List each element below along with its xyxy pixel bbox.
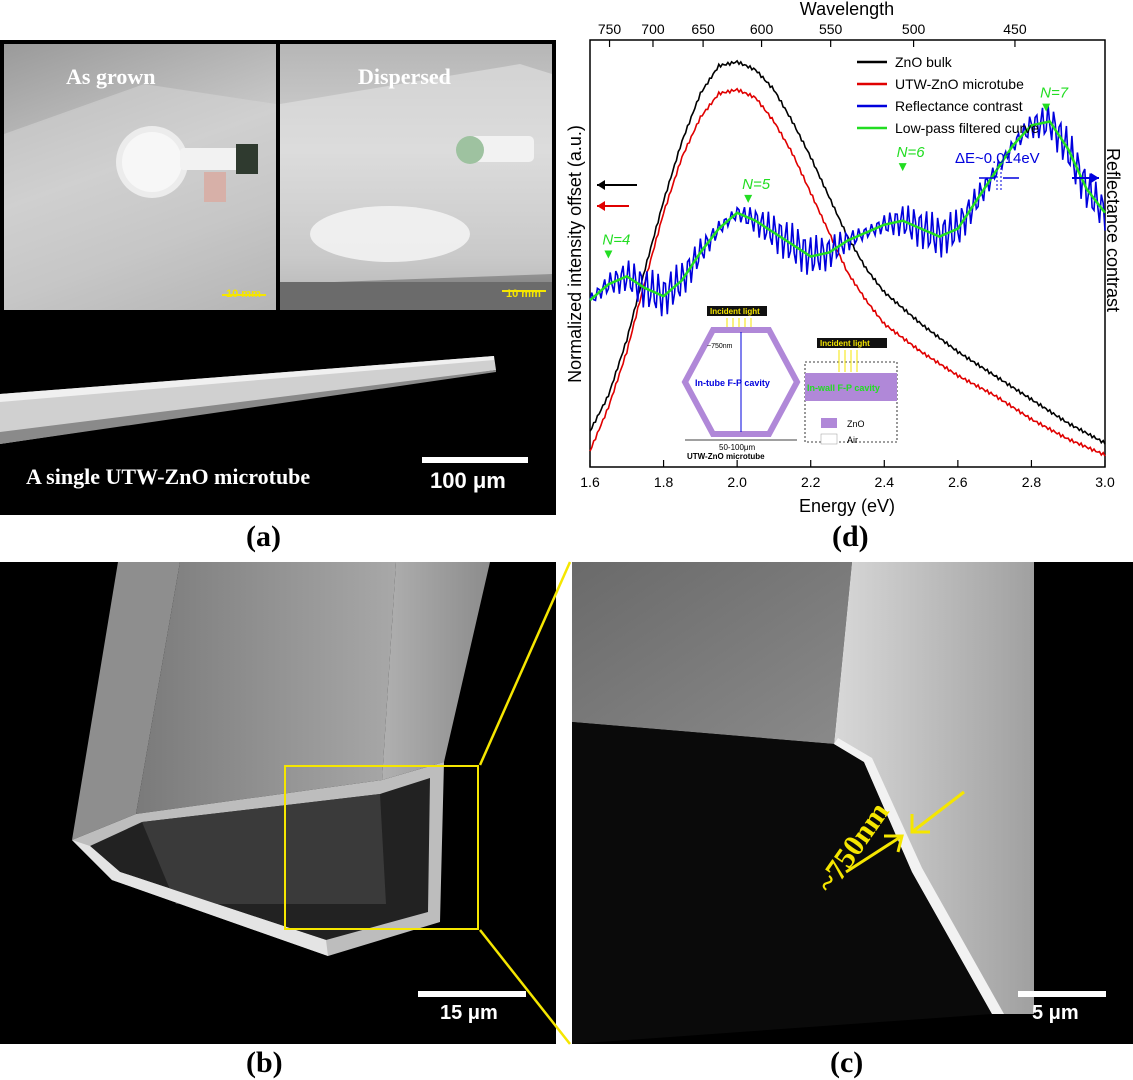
axis-ticks: 1.6 1.8 2.0 2.2 2.4 2.6 2.8 3.0 750 700 650 600 550 5… — [580, 21, 1115, 490]
delta-e-label: ΔE~0.014eV — [955, 150, 1040, 167]
inset-name: UTW-ZnO microtube — [687, 452, 765, 461]
photo-dispersed: Dispersed 10 mm — [280, 44, 552, 310]
x-tick-label: 3.0 — [1095, 474, 1115, 490]
zoom-connector — [478, 561, 572, 1045]
legend-microtube: UTW-ZnO microtube — [895, 76, 1024, 92]
inset-incident-light-2: Incident light — [820, 339, 870, 348]
photo-as-grown-drawing — [4, 84, 276, 310]
inset-wall-slab — [805, 373, 897, 401]
delta-e-marker — [979, 168, 1019, 192]
x-tick-label: 1.6 — [580, 474, 600, 490]
panel-c: ~750nm 5 μm — [572, 562, 1133, 1044]
series-line-3 — [589, 120, 1107, 302]
mode-label: N=6 — [897, 144, 926, 161]
plot-frame — [589, 39, 1106, 468]
panel-label-c: (c) — [830, 1046, 864, 1079]
chart-d: 1.6 1.8 2.0 2.2 2.4 2.6 2.8 3.0 750 700 650 600 550 5… — [567, 0, 1123, 516]
top-tick-label: 550 — [819, 21, 843, 37]
photo-as-grown: As grown 10 mm — [4, 44, 276, 310]
sem-single-microtube: A single UTW-ZnO microtube 100 μm — [0, 314, 556, 515]
x-tick-label: 2.6 — [948, 474, 968, 490]
photo-as-grown-scale: 10 mm — [226, 288, 261, 300]
panel-label-a: (a) — [246, 520, 281, 553]
top-tick-label: 650 — [691, 21, 715, 37]
thickness-arrows — [845, 790, 965, 874]
mode-label: N=4 — [602, 232, 630, 249]
inset-legend-air: Air — [847, 435, 858, 445]
top-tick-label: 750 — [598, 21, 622, 37]
x-tick-label: 2.0 — [727, 474, 747, 490]
inset-in-tube: In-tube F-P cavity — [695, 378, 770, 388]
panel-c-scale-text: 5 μm — [1032, 1002, 1079, 1024]
photo-as-grown-label: As grown — [66, 64, 156, 89]
legend-lowpass: Low-pass filtered curve — [895, 120, 1039, 136]
top-tick-label: 700 — [641, 21, 665, 37]
y-axis-label: Normalized intensity offset (a.u.) — [567, 125, 585, 383]
panel-b: 15 μm — [0, 562, 556, 1044]
inset-thickness: ~750nm — [707, 343, 733, 350]
microtube-shape — [0, 356, 496, 444]
x-tick-label: 2.2 — [801, 474, 821, 490]
series-line-1 — [589, 87, 1106, 457]
inset-legend-zno: ZnO — [847, 419, 865, 429]
panel-c-scale-bar — [1018, 991, 1106, 997]
right-axis-arrow — [1072, 173, 1099, 183]
mode-labels: N=4 N=5 N=6 N=7 — [602, 85, 1069, 259]
legend-zno-bulk: ZnO bulk — [895, 54, 953, 70]
inset-schematic: Incident light ~750nm In-tube F-P cavity… — [681, 306, 898, 461]
sem-caption: A single UTW-ZnO microtube — [26, 464, 311, 489]
chart-legend: ZnO bulk UTW-ZnO microtube Reflectance c… — [857, 54, 1039, 136]
top-tick-label: 500 — [902, 21, 926, 37]
top-tick-label: 450 — [1003, 21, 1027, 37]
panel-b-drawing — [72, 562, 490, 956]
mode-label: N=5 — [742, 176, 771, 193]
top-axis-label: Wavelength — [800, 0, 894, 19]
inset-incident-light: Incident light — [710, 307, 760, 316]
mode-marker — [898, 163, 907, 172]
panel-b-scale-text: 15 μm — [440, 1002, 498, 1024]
left-axis-arrows — [597, 180, 637, 211]
inset-in-wall: In-wall F-P cavity — [807, 383, 880, 393]
panel-label-d: (d) — [832, 520, 869, 553]
panel-label-b: (b) — [246, 1046, 283, 1079]
x-tick-label: 2.8 — [1022, 474, 1042, 490]
photo-dispersed-scale: 10 mm — [506, 288, 541, 300]
sem-scale-bar — [422, 457, 528, 463]
inset-diameter: 50-100μm — [719, 443, 756, 452]
mode-marker — [744, 194, 753, 203]
panel-c-drawing — [572, 562, 1133, 1044]
top-tick-label: 600 — [750, 21, 774, 37]
x-axis-label: Energy (eV) — [799, 496, 895, 516]
photo-dispersed-drawing — [280, 64, 552, 310]
y2-axis-label: Reflectance contrast — [1103, 148, 1123, 312]
photo-dispersed-label: Dispersed — [358, 64, 451, 89]
mode-label: N=7 — [1040, 85, 1069, 102]
legend-reflectance: Reflectance contrast — [895, 98, 1023, 114]
x-tick-label: 2.4 — [875, 474, 895, 490]
mode-marker — [604, 250, 613, 259]
x-tick-label: 1.8 — [654, 474, 674, 490]
panel-a: As grown 10 mm Dispersed 10 mm A single … — [0, 40, 556, 515]
mode-marker — [1042, 103, 1051, 112]
series-layer — [589, 59, 1107, 457]
sem-scale-text: 100 μm — [430, 468, 506, 493]
zoom-box — [284, 765, 479, 930]
panel-b-scale-bar — [418, 991, 526, 997]
